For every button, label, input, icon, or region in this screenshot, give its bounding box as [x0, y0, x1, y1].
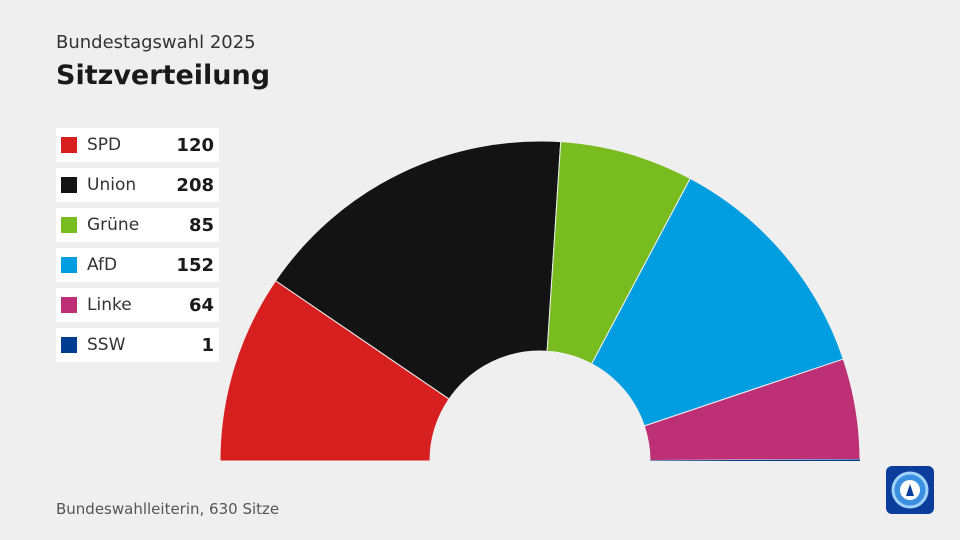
seat-segment-union — [274, 140, 562, 400]
seat-segment-afd — [590, 177, 844, 427]
page-title: Sitzverteilung — [56, 60, 271, 91]
legend-swatch — [61, 257, 77, 273]
legend-swatch — [61, 337, 77, 353]
legend-swatch — [61, 137, 77, 153]
seat-segment-spd — [219, 280, 450, 462]
legend-label: AfD — [87, 255, 118, 275]
legend-item-grüne: Grüne 85 — [56, 208, 219, 242]
legend-value: 208 — [176, 174, 214, 196]
legend-value: 120 — [176, 134, 214, 156]
legend-label: SPD — [87, 135, 122, 155]
legend-swatch — [61, 297, 77, 313]
legend-item-afd: AfD 152 — [56, 248, 219, 282]
legend-item-linke: Linke 64 — [56, 288, 219, 322]
legend-swatch — [61, 217, 77, 233]
source-note: Bundeswahlleiterin, 630 Sitze — [56, 500, 280, 518]
ard-logo-icon — [886, 466, 934, 514]
legend-item-spd: SPD 120 — [56, 128, 219, 162]
seat-segment-ssw — [649, 459, 860, 461]
legend-value: 1 — [201, 334, 214, 356]
subtitle: Bundestagswahl 2025 — [56, 32, 256, 53]
legend-value: 152 — [176, 254, 214, 276]
legend-label: SSW — [87, 335, 126, 355]
legend-value: 85 — [188, 214, 214, 236]
legend-value: 64 — [188, 294, 214, 316]
legend-item-union: Union 208 — [56, 168, 219, 202]
legend-label: Linke — [87, 295, 132, 315]
legend-label: Grüne — [87, 215, 140, 235]
legend-item-ssw: SSW 1 — [56, 328, 219, 362]
legend-swatch — [61, 177, 77, 193]
legend: SPD 120 Union 208 Grüne 85 AfD 152 Linke 64 SSW 1 — [56, 128, 219, 368]
seat-segment-linke — [643, 358, 861, 461]
legend-label: Union — [87, 175, 137, 195]
